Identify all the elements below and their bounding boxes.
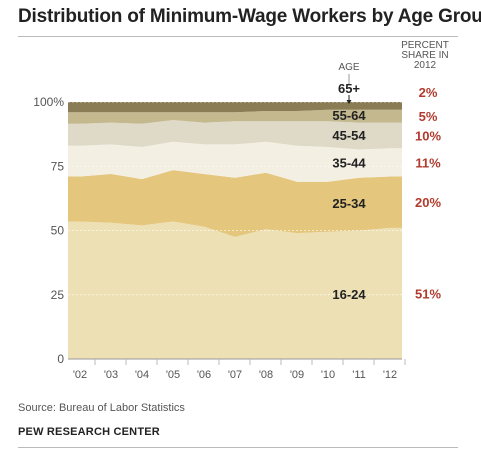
credit-line: PEW RESEARCH CENTER [18,426,160,438]
x-tick-label: '07 [228,369,242,381]
area-25-34 [68,170,402,237]
series-label-25-34: 25-34 [332,196,366,211]
share-label-35-44: 11% [415,155,441,170]
series-labels: 16-24 25-34 35-44 45-54 55-64 65+ [332,81,366,302]
share-label-45-54: 10% [415,128,441,143]
x-tick-label: '02 [73,369,87,381]
chart-title: Distribution of Minimum-Wage Workers by … [18,6,481,27]
area-layers [68,102,402,359]
x-tick-label: '12 [383,369,397,381]
y-tick-label: 0 [57,352,64,366]
share-header-line: PERCENT [401,40,449,51]
title-divider [18,36,458,37]
pointer-arrowhead [346,100,352,104]
share-labels: 51% 20% 11% 10% 5% 2% [415,85,441,301]
share-header-line: 2012 [414,60,437,71]
area-16-24 [68,221,402,359]
y-axis: 0 25 50 75 100% [33,95,402,366]
y-tick-label: 50 [51,224,65,238]
share-label-55-64: 5% [419,109,438,124]
area-55-64 [68,109,402,124]
y-tick-label: 75 [51,159,65,173]
x-tick-label: '06 [197,369,211,381]
y-tick-label: 25 [51,288,65,302]
footer-divider [18,447,458,448]
share-label-25-34: 20% [415,195,441,210]
share-label-16-24: 51% [415,286,441,301]
x-tick-label: '11 [352,369,366,381]
series-label-55-64: 55-64 [332,108,366,123]
area-65plus [68,102,402,113]
x-tick-label: '08 [259,369,273,381]
x-tick-label: '09 [290,369,304,381]
x-tick-label: '04 [135,369,149,381]
x-axis: '02 '03 '04 '05 '06 '07 '08 '09 '10 '11 '12 [73,359,406,381]
share-header-line: SHARE IN [401,50,448,61]
x-tick-label: '05 [166,369,180,381]
series-label-16-24: 16-24 [332,287,366,302]
area-45-54 [68,120,402,150]
x-tick-label: '03 [104,369,118,381]
series-label-65plus: 65+ [338,81,360,96]
x-tick-label: '10 [321,369,335,381]
age-header: AGE [338,62,359,73]
share-label-65plus: 2% [419,85,438,100]
series-label-35-44: 35-44 [332,156,366,171]
source-note: Source: Bureau of Labor Statistics [18,402,185,414]
area-35-44 [68,141,402,182]
series-label-45-54: 45-54 [332,128,366,143]
y-tick-label: 100% [33,95,64,109]
